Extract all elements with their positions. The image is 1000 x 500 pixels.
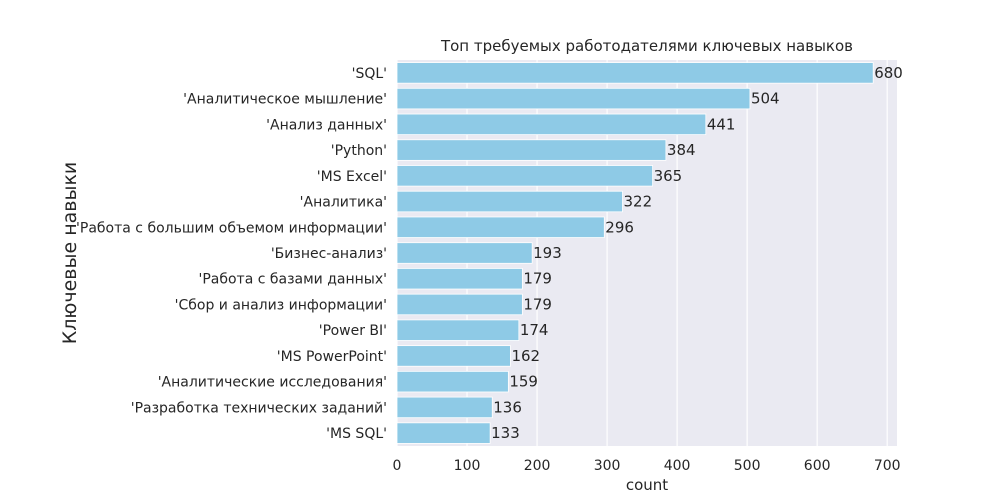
bar bbox=[396, 139, 667, 161]
data-label: 174 bbox=[520, 321, 549, 339]
bar bbox=[396, 370, 509, 393]
y-tick-label: 'MS PowerPoint' bbox=[277, 349, 387, 365]
x-tick-label: 700 bbox=[874, 458, 901, 474]
y-tick-label: 'Сбор и анализ информации' bbox=[175, 297, 387, 313]
data-label: 365 bbox=[654, 167, 683, 185]
data-label: 136 bbox=[493, 398, 522, 416]
y-tick-label: 'MS Excel' bbox=[317, 169, 387, 185]
chart-title: Топ требуемых работодателями ключевых на… bbox=[440, 37, 853, 55]
y-tick-label: 'Power BI' bbox=[319, 323, 387, 339]
y-tick-label: 'Аналитическое мышление' bbox=[183, 92, 387, 108]
data-label: 680 bbox=[874, 64, 903, 82]
x-tick-label: 200 bbox=[524, 458, 551, 474]
bar bbox=[396, 87, 751, 110]
bar bbox=[396, 242, 533, 264]
bar bbox=[396, 396, 493, 419]
y-tick-label: 'Python' bbox=[331, 143, 387, 159]
x-tick-label: 500 bbox=[734, 458, 761, 474]
bar bbox=[396, 293, 523, 316]
x-tick-labels: 0 100 200 300 400 500 600 700 bbox=[393, 458, 901, 474]
y-tick-label: 'SQL' bbox=[352, 66, 387, 82]
x-tick-label: 100 bbox=[454, 458, 481, 474]
bar bbox=[396, 190, 623, 213]
x-tick-label: 400 bbox=[664, 458, 691, 474]
data-label: 193 bbox=[533, 244, 562, 262]
bar bbox=[396, 319, 520, 341]
x-tick-label: 600 bbox=[804, 458, 831, 474]
data-label: 179 bbox=[523, 295, 552, 313]
data-label: 159 bbox=[509, 373, 538, 391]
y-tick-labels: 'SQL' 'Аналитическое мышление' 'Анализ дан… bbox=[76, 66, 387, 442]
data-label: 133 bbox=[491, 424, 520, 442]
x-tick-label: 300 bbox=[594, 458, 621, 474]
data-label: 322 bbox=[623, 193, 652, 211]
y-tick-label: 'Анализ данных' bbox=[266, 117, 387, 133]
bar bbox=[396, 113, 707, 136]
bar bbox=[396, 165, 654, 187]
x-axis-title: count bbox=[626, 476, 668, 494]
data-label: 441 bbox=[707, 115, 736, 133]
bar bbox=[396, 345, 511, 367]
data-label: 296 bbox=[605, 218, 634, 236]
y-tick-label: 'Аналитические исследования' bbox=[158, 375, 387, 391]
data-label: 179 bbox=[523, 270, 552, 288]
x-tick-label: 0 bbox=[393, 458, 402, 474]
bars bbox=[396, 62, 874, 444]
bar bbox=[396, 422, 491, 444]
y-tick-label: 'Бизнес-анализ' bbox=[271, 246, 387, 262]
bar bbox=[396, 268, 523, 290]
y-tick-label: 'MS SQL' bbox=[326, 426, 387, 442]
y-axis-title: Ключевые навыки bbox=[59, 162, 81, 345]
data-label: 384 bbox=[667, 141, 696, 159]
bar bbox=[396, 62, 874, 84]
y-tick-label: 'Работа с базами данных' bbox=[198, 272, 387, 288]
y-tick-label: 'Аналитика' bbox=[300, 195, 387, 211]
data-label: 162 bbox=[511, 347, 540, 365]
y-tick-label: 'Разработка технических заданий' bbox=[131, 400, 387, 416]
y-tick-label: 'Работа с большим объемом информации' bbox=[76, 220, 387, 236]
bar bbox=[396, 216, 605, 238]
data-label: 504 bbox=[751, 90, 780, 108]
